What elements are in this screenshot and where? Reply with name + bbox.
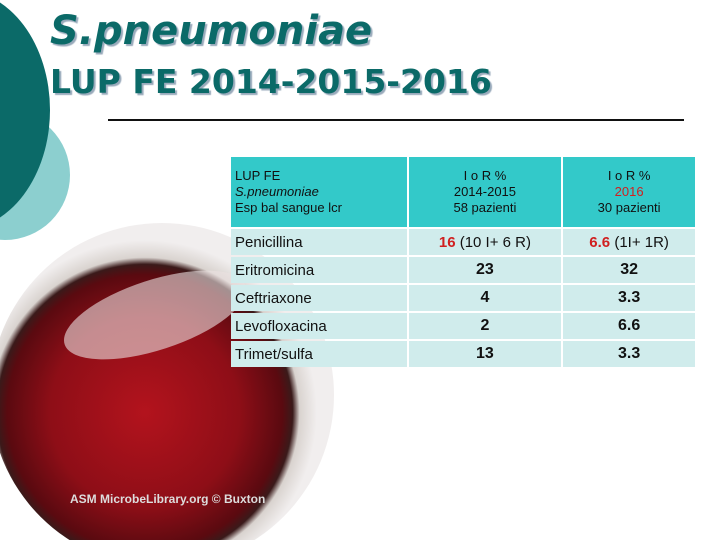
drug-cell: Eritromicina <box>231 257 407 283</box>
title-species: S.pneumoniae <box>50 8 373 54</box>
value-cell: 32 <box>563 257 695 283</box>
table-row: Penicillina 16 (10 I+ 6 R) 6.6 (1I+ 1R) <box>231 229 695 255</box>
photo-watermark: ASM MicrobeLibrary.org © Buxton <box>70 492 266 506</box>
drug-cell: Ceftriaxone <box>231 285 407 311</box>
drug-cell: Penicillina <box>231 229 407 255</box>
header-line: S.pneumoniae <box>235 184 319 199</box>
value-highlight: 6.6 <box>589 233 611 251</box>
value-cell: 3.3 <box>563 341 695 367</box>
header-line: 2016 <box>614 184 644 199</box>
header-cell: I o R % 2014-2015 58 pazienti <box>408 157 562 227</box>
header-line: 2014-2015 <box>453 184 517 199</box>
header-line: 30 pazienti <box>597 200 661 215</box>
header-line: Esp bal sangue lcr <box>235 200 342 215</box>
value-cell: 6.6 (1I+ 1R) <box>563 229 695 255</box>
value-detail: (1I+ 1R) <box>610 233 669 251</box>
value-cell: 13 <box>408 341 562 367</box>
value-highlight: 16 <box>438 233 456 251</box>
decor-circle-dark <box>0 2 50 218</box>
value-cell: 4 <box>408 285 562 311</box>
header-line: LUP FE <box>235 168 281 183</box>
header-line: I o R % <box>463 168 507 183</box>
table-row: Levofloxacina 2 6.6 <box>231 313 695 339</box>
header-line: I o R % <box>607 168 651 183</box>
drug-cell: Levofloxacina <box>231 313 407 339</box>
resistance-table: LUP FE S.pneumoniae Esp bal sangue lcr I o… <box>229 155 697 369</box>
drug-cell: Trimet/sulfa <box>231 341 407 367</box>
value-cell: 2 <box>408 313 562 339</box>
title-divider <box>108 119 684 121</box>
bacterial-streak <box>64 270 246 360</box>
table-row: Eritromicina 23 32 <box>231 257 695 283</box>
table-row: Trimet/sulfa 13 3.3 <box>231 341 695 367</box>
table-header: LUP FE S.pneumoniae Esp bal sangue lcr I o… <box>231 157 695 227</box>
header-cell: LUP FE S.pneumoniae Esp bal sangue lcr <box>231 157 407 227</box>
header-cell: I o R % 2016 30 pazienti <box>563 157 695 227</box>
value-detail: (10 I+ 6 R) <box>455 233 531 251</box>
value-cell: 16 (10 I+ 6 R) <box>408 229 562 255</box>
title-subtitle: LUP FE 2014-2015-2016 <box>50 62 492 101</box>
table-row: Ceftriaxone 4 3.3 <box>231 285 695 311</box>
value-cell: 23 <box>408 257 562 283</box>
header-line: 58 pazienti <box>453 200 517 215</box>
value-cell: 6.6 <box>563 313 695 339</box>
value-cell: 3.3 <box>563 285 695 311</box>
